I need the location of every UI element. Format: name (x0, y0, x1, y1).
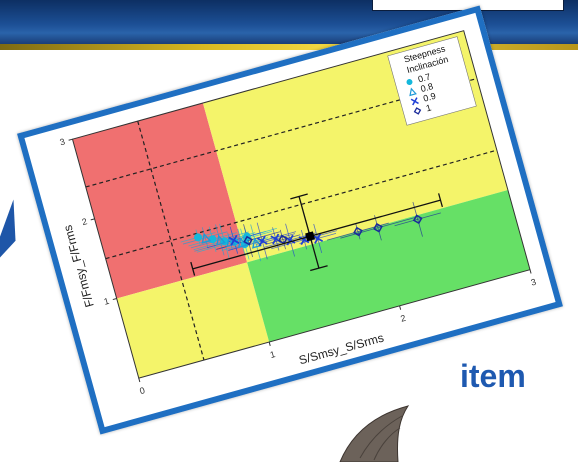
y-axis-label: F/Fmsy_F/Frms (61, 224, 97, 309)
y-tick (113, 299, 117, 300)
y-tick (69, 139, 73, 140)
x-tick (530, 270, 531, 274)
item-label: item (460, 358, 526, 395)
x-axis-label: S/Smsy_S/Srms (297, 331, 385, 368)
y-tick-label: 3 (59, 137, 67, 148)
y-tick-label: 2 (81, 216, 89, 227)
x-tick (400, 306, 401, 310)
fin-illustration (330, 398, 430, 462)
x-tick-label: 3 (530, 277, 538, 288)
y-tick-label: 1 (103, 296, 111, 307)
x-tick (269, 342, 270, 346)
x-tick-label: 2 (399, 313, 407, 324)
x-tick-label: 1 (269, 349, 277, 360)
x-tick (139, 378, 140, 382)
y-tick (91, 219, 95, 220)
x-tick-label: 0 (138, 385, 146, 396)
arrow-icon (0, 200, 29, 277)
